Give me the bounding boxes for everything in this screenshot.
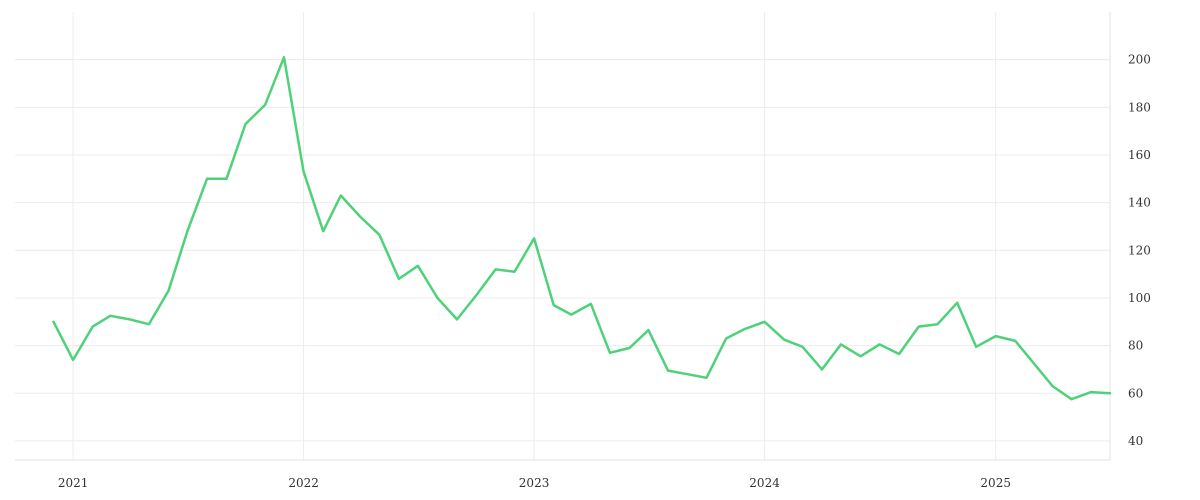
series-line bbox=[52, 56, 1112, 401]
y-tick-label: 80 bbox=[1128, 339, 1143, 353]
grid bbox=[15, 12, 1110, 460]
x-tick-label: 2024 bbox=[749, 476, 780, 490]
x-tick-label: 2022 bbox=[288, 476, 319, 490]
x-tick-label: 2023 bbox=[519, 476, 550, 490]
y-tick-label: 200 bbox=[1128, 53, 1151, 67]
x-tick-label: 2021 bbox=[58, 476, 89, 490]
tick-labels: 40 60 80 100 120 140 160 180 200 2021 2022 2023 2024… bbox=[58, 53, 1151, 490]
y-tick-label: 180 bbox=[1128, 100, 1151, 114]
y-tick-label: 140 bbox=[1128, 196, 1151, 210]
x-tick-label: 2025 bbox=[980, 476, 1011, 490]
y-tick-label: 120 bbox=[1128, 243, 1151, 257]
y-tick-label: 60 bbox=[1128, 386, 1143, 400]
series-layer bbox=[52, 56, 1112, 401]
y-tick-label: 40 bbox=[1128, 434, 1143, 448]
y-tick-label: 100 bbox=[1128, 291, 1151, 305]
y-tick-label: 160 bbox=[1128, 148, 1151, 162]
axes bbox=[15, 12, 1111, 461]
